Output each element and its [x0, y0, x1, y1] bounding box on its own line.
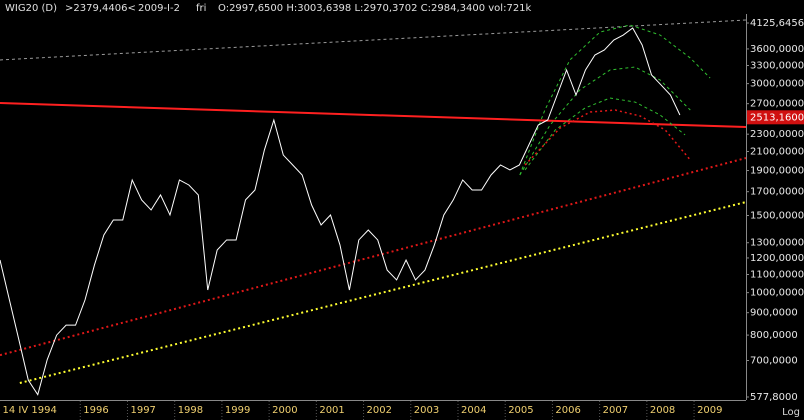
x-tick-label: 2005: [508, 405, 533, 416]
x-tick-label: 1997: [130, 405, 155, 416]
x-tick-label: 1999: [225, 405, 250, 416]
y-tick-label: 1100,0000: [750, 270, 804, 281]
y-tick-label: 3300,0000: [750, 60, 804, 71]
y-tick-label: 2700,0000: [750, 99, 804, 110]
series-line: [0, 19, 746, 61]
x-tick-label: 2002: [367, 405, 392, 416]
x-tick-label: 2004: [461, 405, 486, 416]
y-tick-label: 1200,0000: [750, 253, 804, 264]
plot-area: [0, 19, 746, 396]
y-tick-label: 800,0000: [750, 330, 798, 341]
y-tick-label: 900,0000: [750, 308, 798, 319]
y-tick-label: 700,0000: [750, 355, 798, 366]
series-line: [0, 102, 746, 129]
cursor-value: >2379,4406<: [65, 3, 136, 14]
series-line: [524, 109, 691, 166]
y-tick-label: 1000,0000: [750, 288, 804, 299]
series-line: [0, 27, 681, 396]
date: 2009-I-2: [138, 3, 180, 14]
x-tick-label: 14 IV 1994: [3, 405, 57, 416]
y-tick-label: 4125,6456: [750, 18, 804, 29]
x-tick-label: 2007: [603, 405, 628, 416]
series-line: [519, 66, 691, 176]
x-tick-label: 2000: [272, 405, 297, 416]
y-tick-label: 1900,0000: [750, 166, 804, 177]
ohlc: O:2997,6500 H:3003,6398 L:2970,3702 C:29…: [218, 3, 532, 14]
price-marker-label: 2513,1600: [750, 112, 804, 123]
x-tick-label: 2006: [555, 405, 580, 416]
x-tick-label: 1996: [83, 405, 108, 416]
y-tick-label: 3600,0000: [750, 44, 804, 55]
symbol: WIG20 (D): [5, 3, 57, 14]
y-tick-label: 2300,0000: [750, 129, 804, 140]
price-marker-box: [747, 110, 804, 125]
y-tick-label: 577,8000: [750, 392, 798, 403]
y-tick-label: 1300,0000: [750, 238, 804, 249]
x-tick-label: 2003: [414, 405, 439, 416]
y-tick-label: 3000,0000: [750, 79, 804, 90]
weekday: fri: [196, 3, 206, 14]
scale-label: Log: [782, 407, 800, 418]
y-tick-label: 1700,0000: [750, 187, 804, 198]
series-line: [524, 97, 686, 171]
x-tick-label: 2009: [697, 405, 722, 416]
y-tick-label: 2100,0000: [750, 146, 804, 157]
x-tick-label: 1998: [178, 405, 203, 416]
x-tick-label: 2001: [319, 405, 344, 416]
series-line: [519, 24, 711, 176]
series-line: [0, 157, 746, 357]
x-tick-label: 2008: [650, 405, 675, 416]
y-tick-label: 1500,0000: [750, 210, 804, 221]
